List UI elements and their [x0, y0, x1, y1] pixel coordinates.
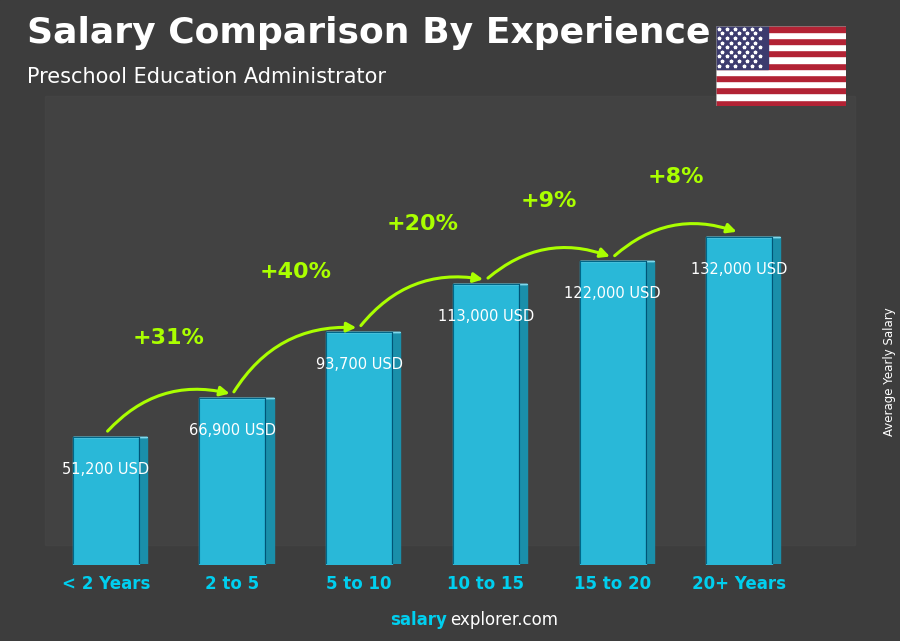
Bar [716, 69, 846, 75]
Text: salary: salary [391, 612, 447, 629]
Bar [716, 81, 846, 87]
Polygon shape [645, 262, 653, 564]
Polygon shape [392, 331, 400, 564]
Text: +40%: +40% [260, 262, 332, 281]
Bar [716, 75, 846, 81]
Bar [716, 56, 846, 63]
Bar [716, 26, 768, 69]
Bar [716, 32, 846, 38]
Bar [716, 44, 846, 50]
Bar [716, 26, 846, 32]
Polygon shape [139, 437, 147, 564]
Bar [716, 38, 846, 44]
Text: 66,900 USD: 66,900 USD [189, 423, 276, 438]
Text: 132,000 USD: 132,000 USD [691, 262, 788, 276]
Text: +8%: +8% [648, 167, 704, 187]
Polygon shape [266, 398, 274, 564]
Text: 51,200 USD: 51,200 USD [62, 462, 149, 477]
Bar [716, 87, 846, 94]
Polygon shape [772, 237, 780, 564]
Text: Salary Comparison By Experience: Salary Comparison By Experience [27, 16, 710, 50]
Bar [716, 99, 846, 106]
Text: Preschool Education Administrator: Preschool Education Administrator [27, 67, 386, 87]
Bar [716, 63, 846, 69]
Polygon shape [518, 284, 527, 564]
Text: +20%: +20% [386, 213, 458, 234]
Bar [716, 50, 846, 56]
Text: explorer.com: explorer.com [450, 612, 558, 629]
Text: 93,700 USD: 93,700 USD [316, 356, 402, 372]
Bar [45, 96, 855, 545]
Text: +31%: +31% [133, 328, 205, 348]
Text: +9%: +9% [521, 192, 578, 212]
Text: 122,000 USD: 122,000 USD [564, 287, 661, 301]
Bar [716, 94, 846, 99]
Text: Average Yearly Salary: Average Yearly Salary [883, 308, 896, 436]
Text: 113,000 USD: 113,000 USD [437, 309, 534, 324]
